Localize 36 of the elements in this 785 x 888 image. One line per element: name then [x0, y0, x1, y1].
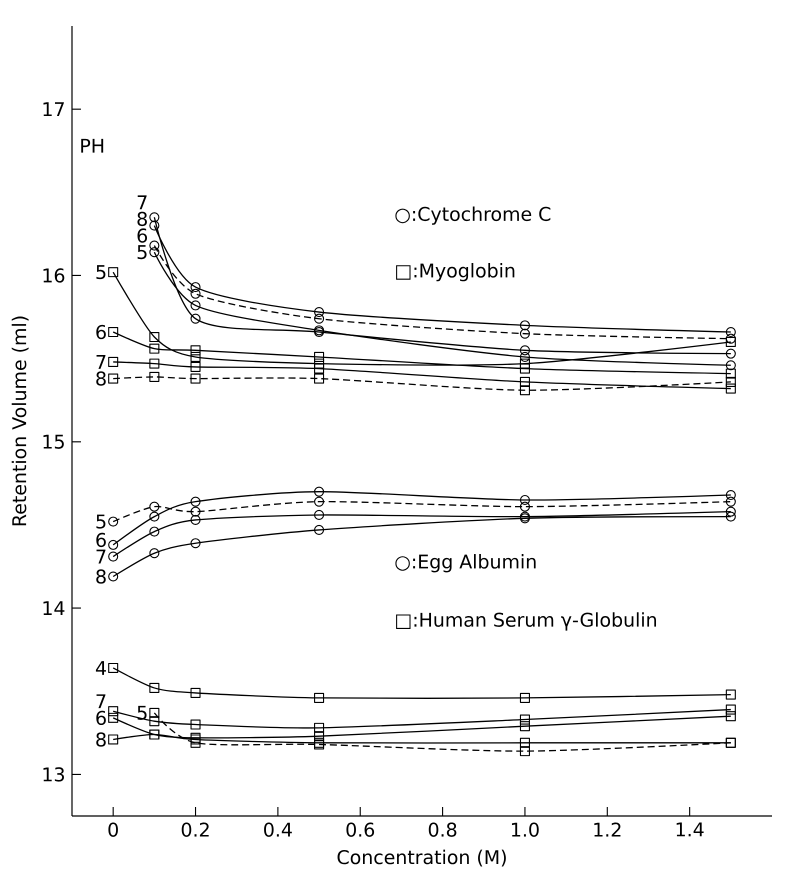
x-tick-label: 0.6: [346, 822, 374, 837]
series-label: 4: [96, 661, 106, 675]
x-tick-label: 0.4: [264, 822, 292, 837]
series-label: 8: [96, 371, 106, 386]
annotation: □:Myoglobin: [396, 262, 514, 282]
series-label: 7: [96, 550, 106, 564]
x-axis-title: Concentration (M): [338, 850, 506, 867]
series-label: 5: [96, 514, 106, 529]
y-tick-label: 16: [43, 268, 64, 283]
x-tick-label: 1.2: [594, 822, 620, 837]
annotation: ○:Egg Albumin: [395, 554, 536, 572]
y-tick-label: 17: [43, 102, 64, 116]
series-label: 8: [137, 212, 147, 226]
y-tick-label: 13: [43, 767, 64, 782]
series-label: 5: [138, 245, 147, 260]
series-label: 7: [138, 195, 147, 210]
y-tick-label: 14: [43, 601, 64, 615]
series-label: 7: [96, 355, 106, 369]
series-label: 6: [96, 532, 106, 548]
series-label: 7: [96, 694, 106, 708]
x-tick-label: 1.4: [676, 822, 704, 836]
series-label: 6: [96, 324, 106, 340]
y-axis-title: Retention Volume (ml): [12, 316, 29, 526]
annotation: PH: [81, 138, 104, 153]
x-tick-label: 0.2: [182, 822, 209, 837]
series-label: 8: [96, 732, 106, 747]
annotation: ○:Cytochrome C: [395, 206, 550, 225]
series-label: 6: [96, 710, 106, 726]
x-tick-label: 0.8: [428, 822, 456, 837]
y-tick-label: 15: [43, 434, 64, 449]
annotation: □:Human Serum γ-Globulin: [396, 612, 656, 631]
series-label: 6: [138, 228, 148, 243]
series-label: 5: [96, 265, 106, 280]
x-tick-label: 0: [108, 822, 118, 837]
x-tick-label: 1.0: [512, 822, 539, 837]
series-label: 8: [96, 569, 106, 584]
